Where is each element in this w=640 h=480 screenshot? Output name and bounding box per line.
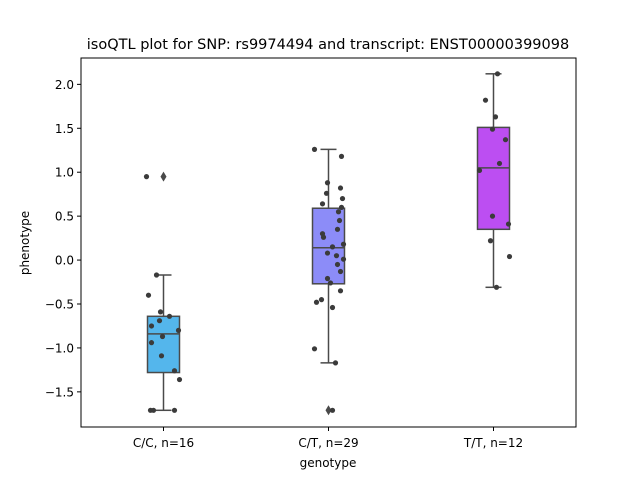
data-point [171,368,178,374]
chart-title: isoQTL plot for SNP: rs9974494 and trans… [87,37,569,53]
x-axis-label: genotype [300,456,357,470]
outlier-marker [325,405,332,416]
data-point [487,238,494,244]
data-point [338,153,345,159]
plot-area [143,71,513,416]
data-point [171,407,178,413]
data-point [157,309,164,315]
y-tick-label: 0.5 [55,210,74,224]
x-tick-label: T/T, n=12 [463,436,523,450]
data-point [324,180,331,186]
data-point [333,253,340,259]
data-point [496,160,503,167]
data-point [145,292,152,298]
data-point [143,174,150,180]
x-tick-label: C/C, n=16 [133,436,194,450]
data-point [324,250,331,256]
y-axis-label: phenotype [18,211,32,275]
y-tick-label: 1.5 [55,122,74,136]
data-point [327,280,334,286]
data-point [489,213,496,219]
data-point [340,241,347,247]
data-point [156,318,163,324]
data-point [319,201,326,207]
data-point [338,204,345,210]
axes: −1.5 −1.0 −0.5 0.0 0.5 1.0 1.5 2.0 C/C, n=16 C/T,… [45,57,577,450]
data-point [175,327,182,333]
data-point [159,333,166,340]
data-point [150,407,157,413]
data-point [340,256,347,262]
data-point [334,226,341,232]
data-point [334,261,341,268]
y-tick-label: 0.0 [55,254,74,268]
data-point [329,407,336,413]
box [476,126,511,231]
data-point [148,340,155,346]
data-point [324,275,331,282]
data-point [494,71,501,77]
data-point [336,217,343,224]
data-point [323,190,330,196]
data-point [335,209,342,215]
data-point [148,323,155,329]
data-point [339,195,346,202]
data-point [329,304,336,311]
data-point [476,167,483,174]
data-point [158,353,165,359]
data-point [166,313,173,319]
data-point [493,284,500,290]
data-point [329,244,336,250]
outlier-marker [160,171,167,182]
data-point [489,126,496,132]
data-point [176,376,183,383]
data-point [337,268,344,275]
data-point [502,137,509,143]
data-point [153,272,160,278]
data-point [311,346,318,352]
y-tick-label: −0.5 [45,298,74,312]
data-point [318,297,325,303]
data-point [505,221,512,227]
data-point [337,288,344,294]
y-tick-label: −1.5 [45,385,74,399]
y-tick-label: 1.0 [55,166,74,180]
y-tick-label: 2.0 [55,78,74,92]
data-point [332,360,339,366]
data-point [492,114,499,120]
data-point [320,234,327,240]
x-tick-label: C/T, n=29 [298,436,358,450]
data-point [482,97,489,103]
data-point [311,146,318,152]
data-point [337,185,344,191]
data-point [313,299,320,305]
y-tick-label: −1.0 [45,341,74,355]
data-point [506,253,513,260]
